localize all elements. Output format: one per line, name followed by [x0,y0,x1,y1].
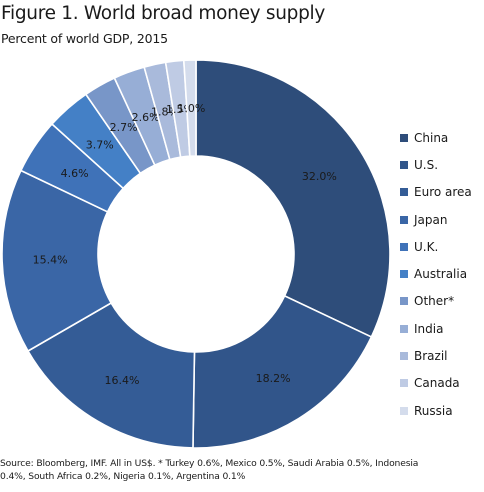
chart-title: Figure 1. World broad money supply [1,3,326,24]
legend-item: China [400,124,472,151]
legend-label: China [414,130,449,145]
legend-label: Japan [414,212,448,227]
slice-label-brazil: 1.8% [151,105,179,118]
slice-label-china: 32.0% [302,170,337,183]
source-line-1: Source: Bloomberg, IMF. All in US$. * Tu… [0,458,419,469]
legend-item: Japan [400,206,472,233]
legend-item: U.S. [400,151,472,178]
slice-label-other: 2.7% [110,121,138,134]
legend-label: Euro area [414,185,472,200]
legend-label: Canada [414,376,460,391]
slice-label-russia: 1.0% [177,102,205,115]
legend-swatch [400,242,408,251]
legend-label: U.S. [414,157,439,172]
slice-label-india: 2.6% [132,111,160,124]
legend-label: U.K. [414,239,439,254]
legend-swatch [400,160,408,169]
chart-subtitle: Percent of world GDP, 2015 [1,31,168,46]
legend-label: Brazil [414,349,448,364]
legend-swatch [400,270,408,279]
legend-label: Russia [414,403,453,418]
legend-swatch [400,188,408,197]
slice-label-japan: 15.4% [33,254,68,267]
legend-swatch [400,379,408,388]
legend-label: India [414,321,444,336]
slice-u-s [192,294,373,449]
source-note: Source: Bloomberg, IMF. All in US$. * Tu… [0,457,484,483]
slice-china [195,59,391,339]
legend-swatch [400,215,408,224]
legend-item: Russia [400,397,472,424]
source-line-2: 0.4%, South Africa 0.2%, Nigeria 0.1%, A… [0,471,246,482]
legend-swatch [400,297,408,306]
slice-label-u-k: 4.6% [61,167,89,180]
legend-item: India [400,315,472,342]
legend-item: Euro area [400,179,472,206]
legend-swatch [400,133,408,142]
legend-label: Other* [414,294,455,309]
legend-item: Canada [400,370,472,397]
legend-item: Australia [400,260,472,287]
legend-label: Australia [414,267,468,282]
legend-item: Brazil [400,342,472,369]
slice-label-u-s: 18.2% [256,372,291,385]
legend-item: Other* [400,288,472,315]
legend-swatch [400,406,408,415]
legend-item: U.K. [400,233,472,260]
legend-swatch [400,352,408,361]
legend-swatch [400,324,408,333]
slice-label-australia: 3.7% [86,138,114,151]
slice-japan [1,169,113,353]
chart-legend: China U.S. Euro area Japan U.K. Australia Othe… [400,124,472,424]
slice-russia [182,59,197,158]
slice-euro-area [26,301,196,449]
slice-label-euro-area: 16.4% [105,374,140,387]
